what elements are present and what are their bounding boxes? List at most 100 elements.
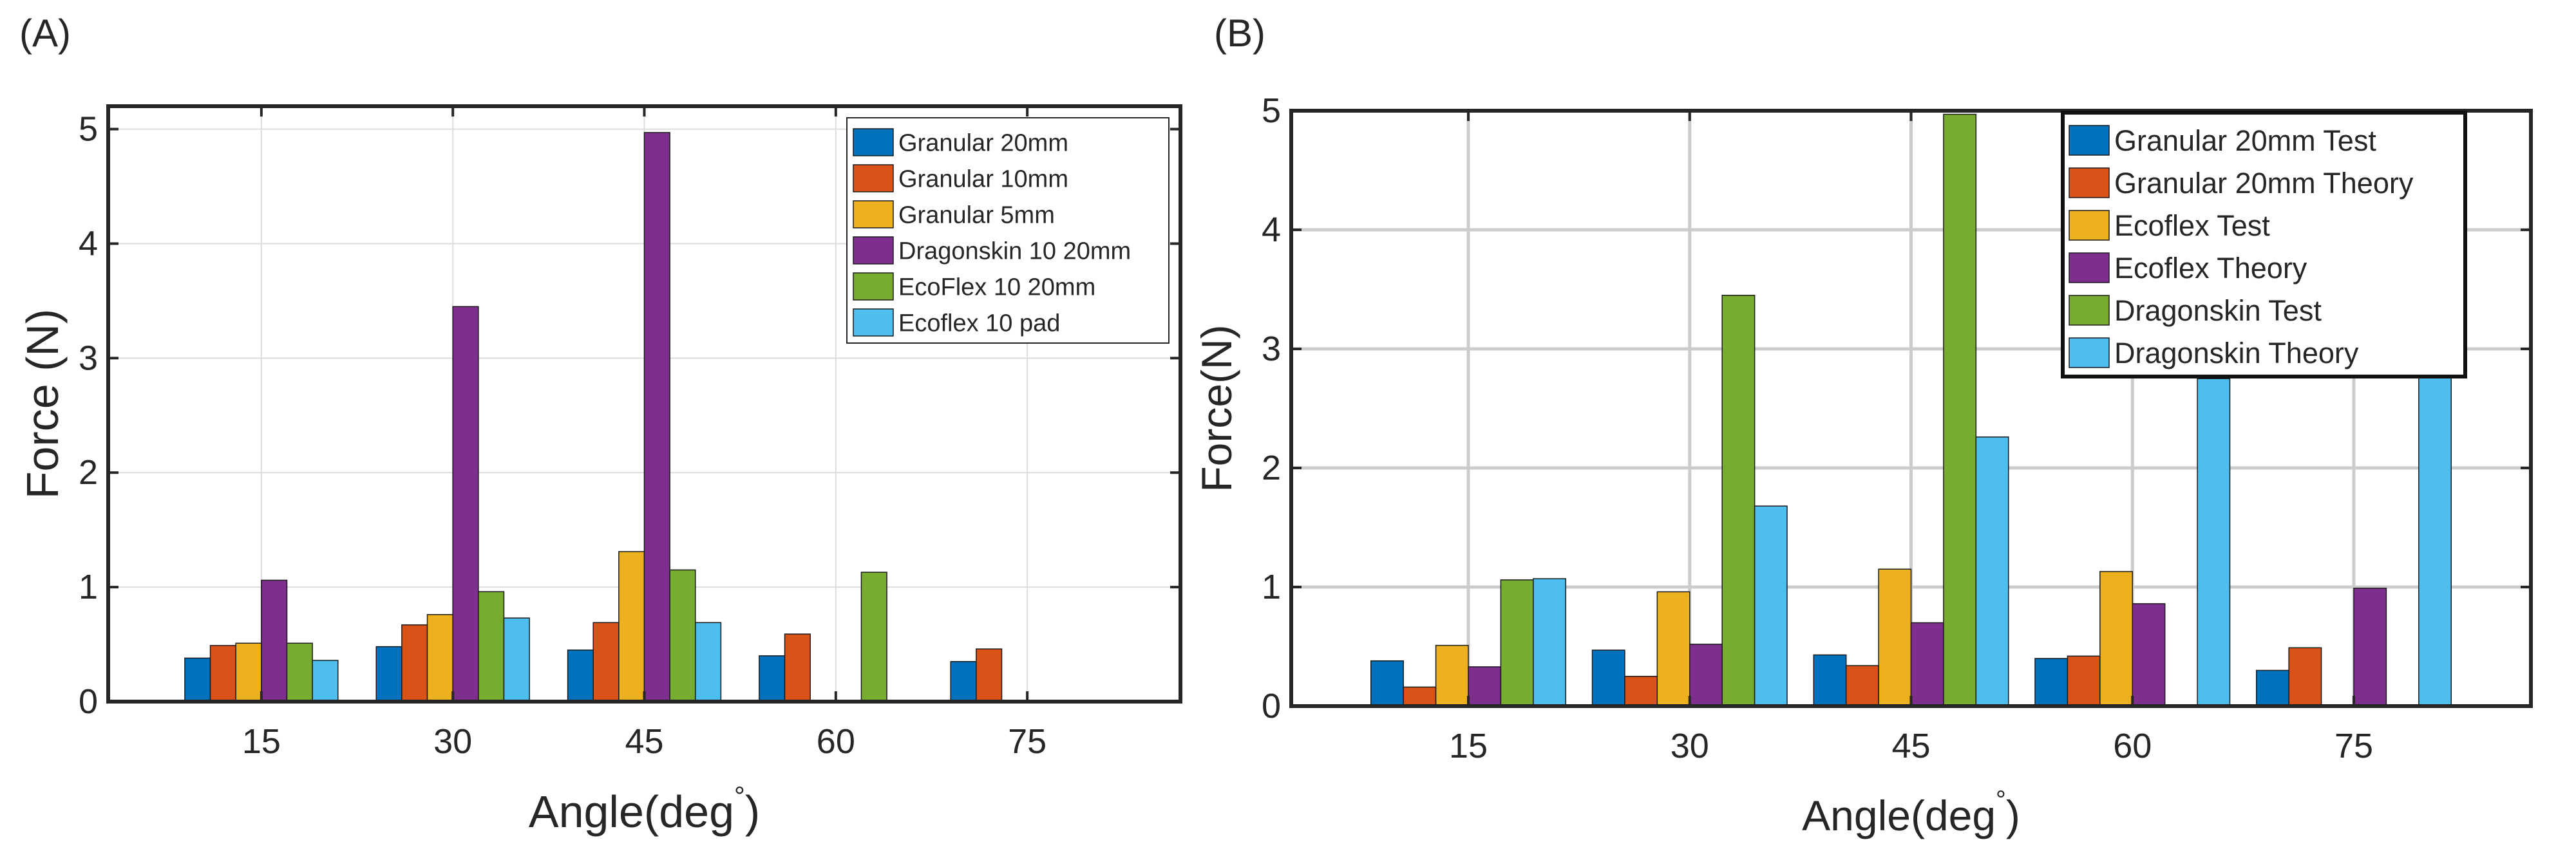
legend-swatch [853, 236, 894, 265]
bar-granular-20mm-test-60 [2034, 658, 2069, 707]
bar-granular-20mm-45 [567, 649, 594, 702]
bar-granular-20mm-test-15 [1370, 660, 1404, 707]
legend-entry-label: Ecoflex Test [2114, 209, 2270, 242]
bar-granular-20mm-theory-75 [2288, 647, 2322, 707]
bar-ecoflex-test-30 [1656, 591, 1690, 707]
legend-entry-label: Dragonskin Theory [2114, 337, 2359, 369]
x-tick-label: 30 [1671, 727, 1709, 765]
legend-entry-label: Dragonskin Test [2114, 294, 2322, 327]
legend-entry-label: Dragonskin 10 20mm [898, 238, 1131, 265]
x-tick-label: 60 [2113, 727, 2152, 765]
legend-swatch [853, 272, 894, 301]
bar-granular-20mm-test-45 [1813, 654, 1847, 707]
legend-entry-label: Granular 20mm [898, 130, 1068, 157]
legend-entry-label: Granular 20mm Test [2114, 124, 2376, 157]
y-tick-label: 5 [79, 110, 98, 149]
bar-ecoflex-theory-75 [2353, 588, 2387, 707]
y-tick-label: 4 [1262, 210, 1281, 249]
legend-swatch [2069, 337, 2110, 368]
bar-granular-5mm-15 [235, 642, 262, 702]
y-tick-label: 2 [79, 453, 98, 492]
legend-swatch [2069, 167, 2110, 198]
bar-dragonskin-theory-15 [1533, 578, 1566, 707]
panel-label: (B) [1214, 12, 1265, 55]
y-axis-label: Force (N) [17, 309, 68, 499]
y-tick-label: 0 [1262, 687, 1281, 725]
bar-granular-5mm-30 [426, 614, 453, 702]
bar-dragonskin-test-45 [1943, 113, 1977, 707]
y-tick-label: 4 [79, 224, 98, 263]
bar-ecoflex-theory-45 [1910, 622, 1944, 707]
x-tick-label: 75 [1008, 722, 1046, 761]
y-axis-label: Force(N) [1193, 324, 1240, 492]
bar-granular-20mm-30 [375, 646, 402, 702]
legend-swatch [2069, 295, 2110, 326]
legend-entry-label: Granular 20mm Theory [2114, 167, 2414, 200]
bar-ecoflex-10-20mm-60 [860, 572, 887, 702]
bar-granular-20mm-theory-45 [1845, 665, 1879, 707]
y-tick-label: 5 [1262, 91, 1281, 130]
legend-swatch [853, 164, 894, 192]
y-tick-label: 0 [79, 682, 98, 721]
legend-entry-label: Granular 10mm [898, 166, 1068, 193]
x-axis-label-superscript: ° [1996, 786, 2006, 814]
y-tick-label: 3 [1262, 330, 1281, 368]
bar-granular-20mm-theory-15 [1403, 686, 1437, 707]
bar-granular-5mm-45 [618, 551, 645, 702]
bar-dragonskin-10-20mm-15 [261, 579, 288, 702]
y-tick-label: 1 [79, 568, 98, 606]
bar-granular-10mm-60 [784, 633, 811, 702]
legend: Granular 20mm Test Granular 20mm Theory Ec… [2061, 111, 2467, 378]
bar-ecoflex-test-60 [2099, 571, 2133, 707]
bar-granular-20mm-theory-30 [1624, 676, 1658, 707]
legend-swatch [2069, 125, 2110, 156]
bar-granular-20mm-75 [950, 660, 977, 702]
y-tick-label: 2 [1262, 449, 1281, 487]
x-tick-label: 15 [1449, 727, 1488, 765]
bar-granular-10mm-45 [592, 622, 620, 702]
bar-dragonskin-theory-75 [2418, 323, 2452, 707]
bar-granular-10mm-15 [209, 645, 236, 702]
bar-dragonskin-10-20mm-30 [452, 306, 479, 702]
bar-ecoflex-10-20mm-15 [286, 642, 313, 702]
x-axis-label-close: ) [2006, 792, 2020, 839]
x-tick-label: 60 [817, 722, 855, 761]
x-tick-label: 15 [242, 722, 281, 761]
bar-dragonskin-test-30 [1721, 295, 1756, 707]
bar-ecoflex-theory-60 [2132, 603, 2166, 707]
legend-entry-label: Ecoflex Theory [2114, 252, 2307, 285]
x-axis-label-main: Angle(deg [1802, 792, 1996, 839]
legend-entry-label: Ecoflex 10 pad [898, 310, 1060, 337]
x-axis-label: Angle(deg°) [529, 781, 760, 837]
legend-swatch [853, 128, 894, 156]
bar-ecoflex-theory-30 [1689, 644, 1723, 707]
x-tick-label: 30 [433, 722, 472, 761]
bar-ecoflex-test-15 [1435, 644, 1469, 707]
bar-ecoflex-10-pad-45 [695, 622, 722, 702]
bar-granular-20mm-theory-60 [2067, 655, 2101, 707]
x-tick-label: 45 [1891, 727, 1930, 765]
bar-ecoflex-10-20mm-45 [669, 569, 696, 702]
y-tick-label: 1 [1262, 568, 1281, 606]
legend-entry-label: Granular 5mm [898, 202, 1055, 229]
bar-granular-20mm-60 [759, 655, 786, 702]
bar-granular-10mm-75 [976, 648, 1003, 702]
bar-dragonskin-10-20mm-45 [643, 132, 670, 702]
x-axis-label-superscript: ° [734, 781, 745, 811]
bar-ecoflex-10-pad-30 [503, 617, 530, 702]
legend-box [846, 117, 1170, 344]
bar-ecoflex-theory-15 [1468, 666, 1502, 707]
x-tick-label: 45 [625, 722, 663, 761]
bar-dragonskin-theory-60 [2197, 378, 2231, 707]
bar-granular-20mm-15 [184, 657, 211, 702]
bar-granular-10mm-30 [401, 624, 428, 702]
y-tick-label: 3 [79, 339, 98, 377]
bar-ecoflex-test-45 [1878, 568, 1912, 707]
bar-ecoflex-10-20mm-30 [478, 591, 505, 702]
bar-dragonskin-test-15 [1500, 579, 1534, 707]
bar-ecoflex-10-pad-15 [312, 660, 339, 702]
legend: Granular 20mm Granular 10mm Granular 5mm Dr… [846, 117, 1170, 344]
